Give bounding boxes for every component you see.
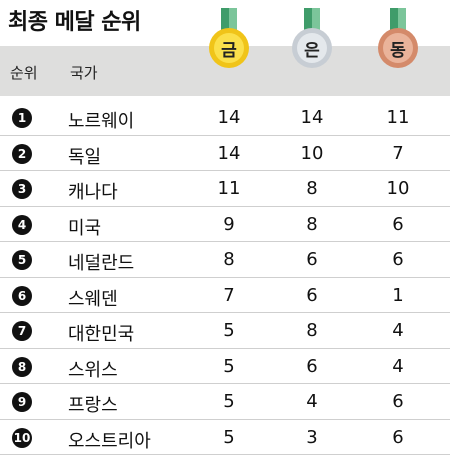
country-name: 네덜란드 <box>68 253 135 274</box>
rank-badge: 2 <box>12 143 32 164</box>
country-name: 캐나다 <box>68 182 118 203</box>
medal-table-body: 1 노르웨이 14 14 11 2 독일 14 10 7 3 캐나다 11 8 … <box>0 100 450 455</box>
gold-count: 5 <box>223 320 235 341</box>
gold-count: 5 <box>223 391 235 412</box>
gold-count: 11 <box>217 178 241 199</box>
bronze-count: 4 <box>392 355 404 377</box>
bronze-medal-icon: 동 <box>378 8 418 70</box>
silver-count: 14 <box>300 107 324 128</box>
table-row: 1 노르웨이 14 14 11 <box>0 100 450 136</box>
gold-count: 7 <box>223 284 235 306</box>
bronze-count: 6 <box>392 426 404 448</box>
bronze-column-header: 동 <box>383 33 413 63</box>
silver-count: 8 <box>306 320 318 341</box>
rank-badge: 9 <box>12 392 32 412</box>
silver-count: 8 <box>306 178 318 199</box>
bronze-count: 11 <box>386 107 410 128</box>
silver-medal-ribbon <box>304 8 320 34</box>
rank-badge: 8 <box>12 356 32 377</box>
silver-medal-disc: 은 <box>292 28 332 68</box>
bronze-medal-ribbon <box>390 8 406 34</box>
country-name: 오스트리아 <box>68 430 151 452</box>
table-row: 10 오스트리아 5 3 6 <box>0 420 450 455</box>
bronze-count: 6 <box>392 249 404 270</box>
gold-medal-disc: 금 <box>209 28 249 68</box>
rank-badge: 4 <box>12 214 32 235</box>
country-name: 스웨덴 <box>68 288 118 310</box>
silver-count: 4 <box>306 391 318 412</box>
country-column-header: 국가 <box>70 64 98 82</box>
table-row: 6 스웨덴 7 6 1 <box>0 278 450 313</box>
silver-medal-icon: 은 <box>292 8 332 70</box>
silver-count: 3 <box>306 426 318 448</box>
rank-badge: 3 <box>12 179 32 199</box>
table-row: 9 프랑스 5 4 6 <box>0 384 450 420</box>
rank-badge: 7 <box>12 321 32 341</box>
rank-badge: 10 <box>12 427 32 448</box>
rank-column-header: 순위 <box>10 64 38 82</box>
bronze-count: 6 <box>392 213 404 235</box>
bronze-count: 4 <box>392 320 404 341</box>
silver-count: 6 <box>306 355 318 377</box>
country-name: 대한민국 <box>68 324 135 345</box>
gold-count: 8 <box>223 249 235 270</box>
silver-count: 8 <box>306 213 318 235</box>
bronze-count: 7 <box>392 142 404 164</box>
table-row: 7 대한민국 5 8 4 <box>0 313 450 349</box>
rank-badge: 5 <box>12 250 32 270</box>
silver-count: 6 <box>306 249 318 270</box>
table-row: 8 스위스 5 6 4 <box>0 349 450 384</box>
rank-badge: 1 <box>12 108 32 128</box>
gold-count: 9 <box>223 213 235 235</box>
country-name: 스위스 <box>68 359 118 381</box>
gold-count: 5 <box>223 426 235 448</box>
silver-column-header: 은 <box>297 33 327 63</box>
bronze-medal-disc: 동 <box>378 28 418 68</box>
table-row: 5 네덜란드 8 6 6 <box>0 242 450 278</box>
gold-count: 14 <box>217 107 241 128</box>
country-name: 노르웨이 <box>68 111 135 132</box>
country-name: 프랑스 <box>68 395 118 416</box>
country-name: 독일 <box>68 146 102 168</box>
silver-count: 10 <box>300 142 324 164</box>
gold-column-header: 금 <box>214 33 244 63</box>
gold-count: 5 <box>223 355 235 377</box>
bronze-count: 10 <box>386 178 410 199</box>
bronze-count: 6 <box>392 391 404 412</box>
rank-badge: 6 <box>12 285 32 306</box>
country-name: 미국 <box>68 217 102 239</box>
gold-count: 14 <box>217 142 241 164</box>
gold-medal-ribbon <box>221 8 237 34</box>
gold-medal-icon: 금 <box>209 8 249 70</box>
table-row: 2 독일 14 10 7 <box>0 136 450 171</box>
silver-count: 6 <box>306 284 318 306</box>
table-row: 3 캐나다 11 8 10 <box>0 171 450 207</box>
bronze-count: 1 <box>392 284 404 306</box>
page-title: 최종 메달 순위 <box>8 10 141 35</box>
table-row: 4 미국 9 8 6 <box>0 207 450 242</box>
